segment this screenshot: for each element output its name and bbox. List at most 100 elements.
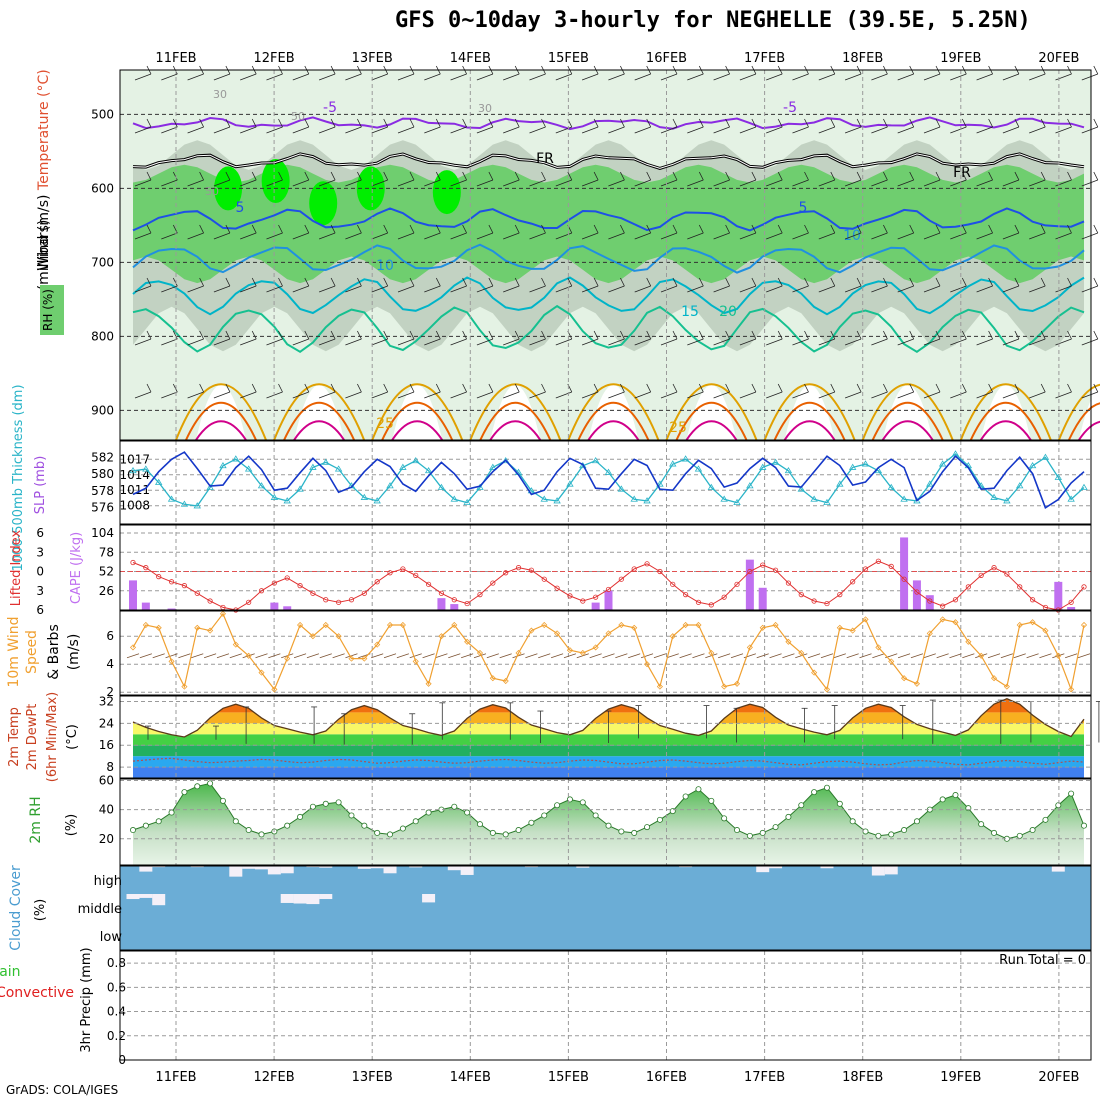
thickness-marker [270, 493, 279, 500]
lifted-marker [695, 599, 702, 605]
thickness-marker [784, 466, 793, 474]
wind-barb-flag [593, 224, 599, 234]
wind-barb-flag [804, 277, 809, 287]
rh-marker [425, 809, 432, 816]
cloud-clear-high [576, 866, 590, 868]
run-total-label: Run Total = 0 [999, 953, 1086, 968]
wind-barb-flag [514, 330, 520, 340]
wind-barb-flag [409, 118, 415, 128]
wind-barb-flag [357, 277, 362, 287]
wind-barb-flag [357, 224, 362, 234]
wind10-marker [361, 655, 368, 662]
wind-barb [345, 126, 362, 134]
wind10-marker [425, 680, 432, 687]
wind-barb [424, 391, 441, 399]
lifted-marker [503, 570, 509, 576]
contour-label: 10 [376, 258, 394, 274]
wind-barb [292, 285, 309, 293]
tick-label: 700 [91, 255, 114, 269]
top-date-label: 16FEB [646, 51, 687, 66]
lifted-marker [618, 576, 624, 582]
wind10-barb [936, 653, 949, 659]
wind-barb [608, 338, 625, 346]
wind10-marker [1055, 652, 1062, 659]
wind-barb-flag [883, 118, 888, 128]
wind10-marker [181, 683, 188, 690]
rh-marker [528, 819, 535, 826]
lifted-marker [811, 598, 817, 604]
wind-barb-flag [1093, 65, 1099, 75]
wind-barb [345, 73, 362, 81]
wind-barb [950, 232, 967, 240]
wind-barb [1055, 232, 1072, 240]
wind-barb [1002, 391, 1020, 399]
wind-barb [1029, 338, 1046, 346]
wind-barb-flag [278, 171, 283, 181]
wind-barb-flag [357, 330, 362, 340]
contour-label: 50 [205, 185, 219, 198]
wind10-marker [219, 610, 227, 617]
warm-contour [577, 401, 650, 441]
thickness-marker [1016, 482, 1024, 489]
wind-barb-flag [961, 277, 967, 287]
lifted-marker [1081, 584, 1087, 590]
wind-barb-flag [541, 118, 546, 128]
rh-marker [194, 783, 201, 790]
wind-barb [766, 285, 783, 293]
lifted-marker [284, 575, 290, 581]
wind10-barb [152, 653, 165, 659]
temp-ylabel-4: (°C) [65, 724, 80, 750]
lifted-marker [541, 576, 547, 582]
wind-barb-flag [698, 224, 704, 234]
wind-barb [1081, 285, 1098, 293]
wind-barb [739, 285, 757, 293]
rh-marker [952, 792, 959, 799]
wind10-barb [897, 653, 911, 659]
wind-barb [161, 338, 178, 346]
wind-barb [608, 232, 625, 240]
wind-barb-flag [199, 330, 204, 340]
wind-barb-flag [357, 383, 362, 393]
wind-barb [1029, 391, 1046, 399]
lifted-marker [348, 597, 355, 603]
lifted-marker [361, 590, 367, 596]
wind10-barb [268, 653, 281, 659]
lifted-marker [862, 566, 869, 572]
wind-barb [476, 126, 494, 134]
wind-barb-flag [1040, 118, 1046, 128]
lifted-marker [772, 567, 779, 573]
wind-barb-flag [1040, 383, 1046, 393]
rh-marker [1055, 802, 1062, 809]
wind-barb-flag [804, 171, 809, 181]
lifted-marker [515, 565, 522, 571]
lifted-marker [464, 600, 470, 607]
wind-barb [871, 338, 888, 346]
thickness-marker [579, 461, 587, 469]
wind10-barb [807, 653, 821, 659]
top-date-label: 11FEB [155, 51, 196, 66]
wind-barb [844, 126, 862, 134]
lifted-marker [1004, 571, 1010, 577]
wind-barb-flag [488, 118, 494, 128]
wind-barb [1055, 285, 1072, 293]
rh-marker [991, 829, 998, 836]
wind-barb [687, 179, 704, 187]
cape-bar [758, 587, 767, 610]
warm-contour [1057, 383, 1100, 441]
wind10-barb [1065, 653, 1078, 659]
bottom-date-label: 15FEB [548, 1070, 589, 1085]
wind-barb-flag [830, 277, 836, 287]
dewpoint-line [132, 757, 1085, 766]
wind10-barb [229, 653, 242, 659]
wind-barb-flag [646, 277, 652, 287]
wind10-marker [322, 621, 329, 629]
cloud-clear-high [447, 866, 461, 871]
tick-label: 32 [99, 694, 114, 708]
wind-barb [818, 126, 835, 134]
wind10-barb [255, 653, 268, 659]
lifted-marker [721, 594, 727, 600]
wind-barb-flag [777, 171, 783, 181]
wind-barb [581, 232, 599, 240]
wind-barb-flag [409, 330, 415, 340]
rh-marker [618, 828, 625, 835]
